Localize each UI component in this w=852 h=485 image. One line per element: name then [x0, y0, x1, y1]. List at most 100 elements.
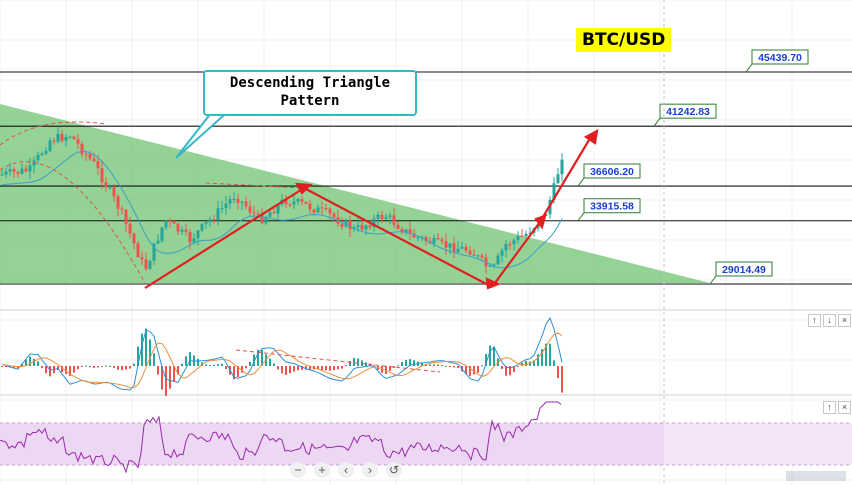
candle-body	[132, 233, 136, 244]
candle-body	[168, 220, 172, 222]
rsi-close-button[interactable]: ×	[838, 401, 851, 414]
candle-body	[504, 244, 508, 251]
candle-body	[424, 237, 428, 242]
macd-bar	[77, 366, 79, 370]
macd-bar	[373, 365, 375, 367]
candle-body	[144, 259, 148, 270]
candle-body	[416, 237, 420, 239]
macd-move-up-button[interactable]: ↑	[808, 314, 821, 327]
candle-body	[216, 208, 220, 221]
macd-bar	[557, 366, 559, 379]
macd-bar	[65, 366, 67, 375]
macd-bar	[413, 360, 415, 366]
candle-body	[348, 220, 352, 230]
candle-body	[200, 223, 204, 231]
candle-body	[224, 203, 228, 208]
macd-bar	[25, 359, 27, 366]
macd-bar	[293, 366, 295, 372]
macd-bar	[537, 354, 539, 366]
candle-body	[100, 168, 104, 183]
price-level-value: 33915.58	[590, 201, 634, 213]
macd-bar	[93, 366, 95, 368]
macd-bar	[441, 365, 443, 367]
macd-bar	[101, 366, 103, 367]
candle-body	[324, 208, 328, 210]
macd-divergence-line	[235, 349, 441, 373]
macd-bar	[105, 365, 107, 367]
macd-bar	[261, 350, 263, 366]
macd-bar	[545, 343, 547, 366]
candle-body	[448, 243, 452, 248]
macd-bar	[113, 366, 115, 368]
zoom-in-button[interactable]: +	[314, 462, 330, 478]
arrow-up-3	[539, 134, 593, 223]
macd-bar	[13, 366, 15, 368]
candle-body	[40, 153, 44, 155]
macd-bar	[217, 364, 219, 366]
candle-body	[300, 199, 304, 202]
reset-button[interactable]: ↺	[386, 462, 402, 478]
candle-body	[180, 229, 184, 232]
macd-bar	[401, 361, 403, 366]
candle-body	[188, 231, 192, 243]
macd-bar	[517, 366, 519, 367]
candle-body	[520, 236, 524, 238]
zoom-out-button[interactable]: −	[290, 462, 306, 478]
rsi-move-up-button[interactable]: ↑	[823, 401, 836, 414]
candle-body	[388, 215, 392, 217]
macd-bar	[245, 366, 247, 369]
macd-bar	[445, 365, 447, 367]
scroll-right-button[interactable]: ›	[362, 462, 378, 478]
candle-body	[472, 254, 476, 256]
price-level-pointer	[577, 177, 585, 187]
macd-bar	[509, 366, 511, 376]
macd-bar	[269, 358, 271, 366]
price-level-pointer	[709, 275, 717, 285]
macd-bar	[493, 346, 495, 366]
macd-close-button[interactable]: ×	[838, 314, 851, 327]
candle-body	[44, 150, 48, 154]
macd-bar	[349, 360, 351, 366]
macd-bar	[393, 366, 395, 368]
moving-average-line	[1, 150, 563, 269]
macd-bar	[469, 366, 471, 377]
candle-body	[560, 159, 564, 175]
candle-body	[292, 201, 296, 205]
price-level-value: 36606.20	[590, 166, 634, 178]
rsi-band-future	[664, 423, 852, 465]
macd-move-down-button[interactable]: ↓	[823, 314, 836, 327]
price-level-pointer	[577, 212, 585, 222]
macd-bar	[405, 359, 407, 366]
macd-bar	[225, 366, 227, 369]
macd-bar	[521, 362, 523, 366]
macd-bar	[449, 366, 451, 367]
candle-body	[312, 209, 316, 213]
pair-label: BTC/USD	[576, 28, 672, 52]
candle-body	[296, 199, 300, 202]
candle-body	[460, 246, 464, 249]
macd-bar	[305, 366, 307, 370]
macd-bar	[133, 363, 135, 366]
macd-bar	[253, 354, 255, 366]
macd-bar	[397, 365, 399, 367]
scroll-left-button[interactable]: ‹	[338, 462, 354, 478]
macd-bar	[485, 354, 487, 366]
macd-bar	[205, 364, 207, 366]
macd-bar	[553, 360, 555, 366]
macd-bar	[489, 345, 491, 366]
candle-body	[492, 264, 496, 266]
macd-bar	[533, 360, 535, 366]
macd-bar	[421, 362, 423, 366]
dashed-trendlines	[0, 121, 303, 284]
candle-body	[120, 208, 124, 210]
candle-body	[48, 140, 52, 151]
candle-body	[96, 161, 100, 169]
rsi-band	[0, 423, 664, 465]
macd-bar	[381, 366, 383, 373]
macd-bar	[425, 364, 427, 366]
candle-body	[380, 214, 384, 219]
candle-body	[488, 265, 492, 267]
candle-body	[84, 153, 88, 155]
candle-body	[68, 136, 72, 138]
arrow-head-2	[485, 277, 501, 290]
